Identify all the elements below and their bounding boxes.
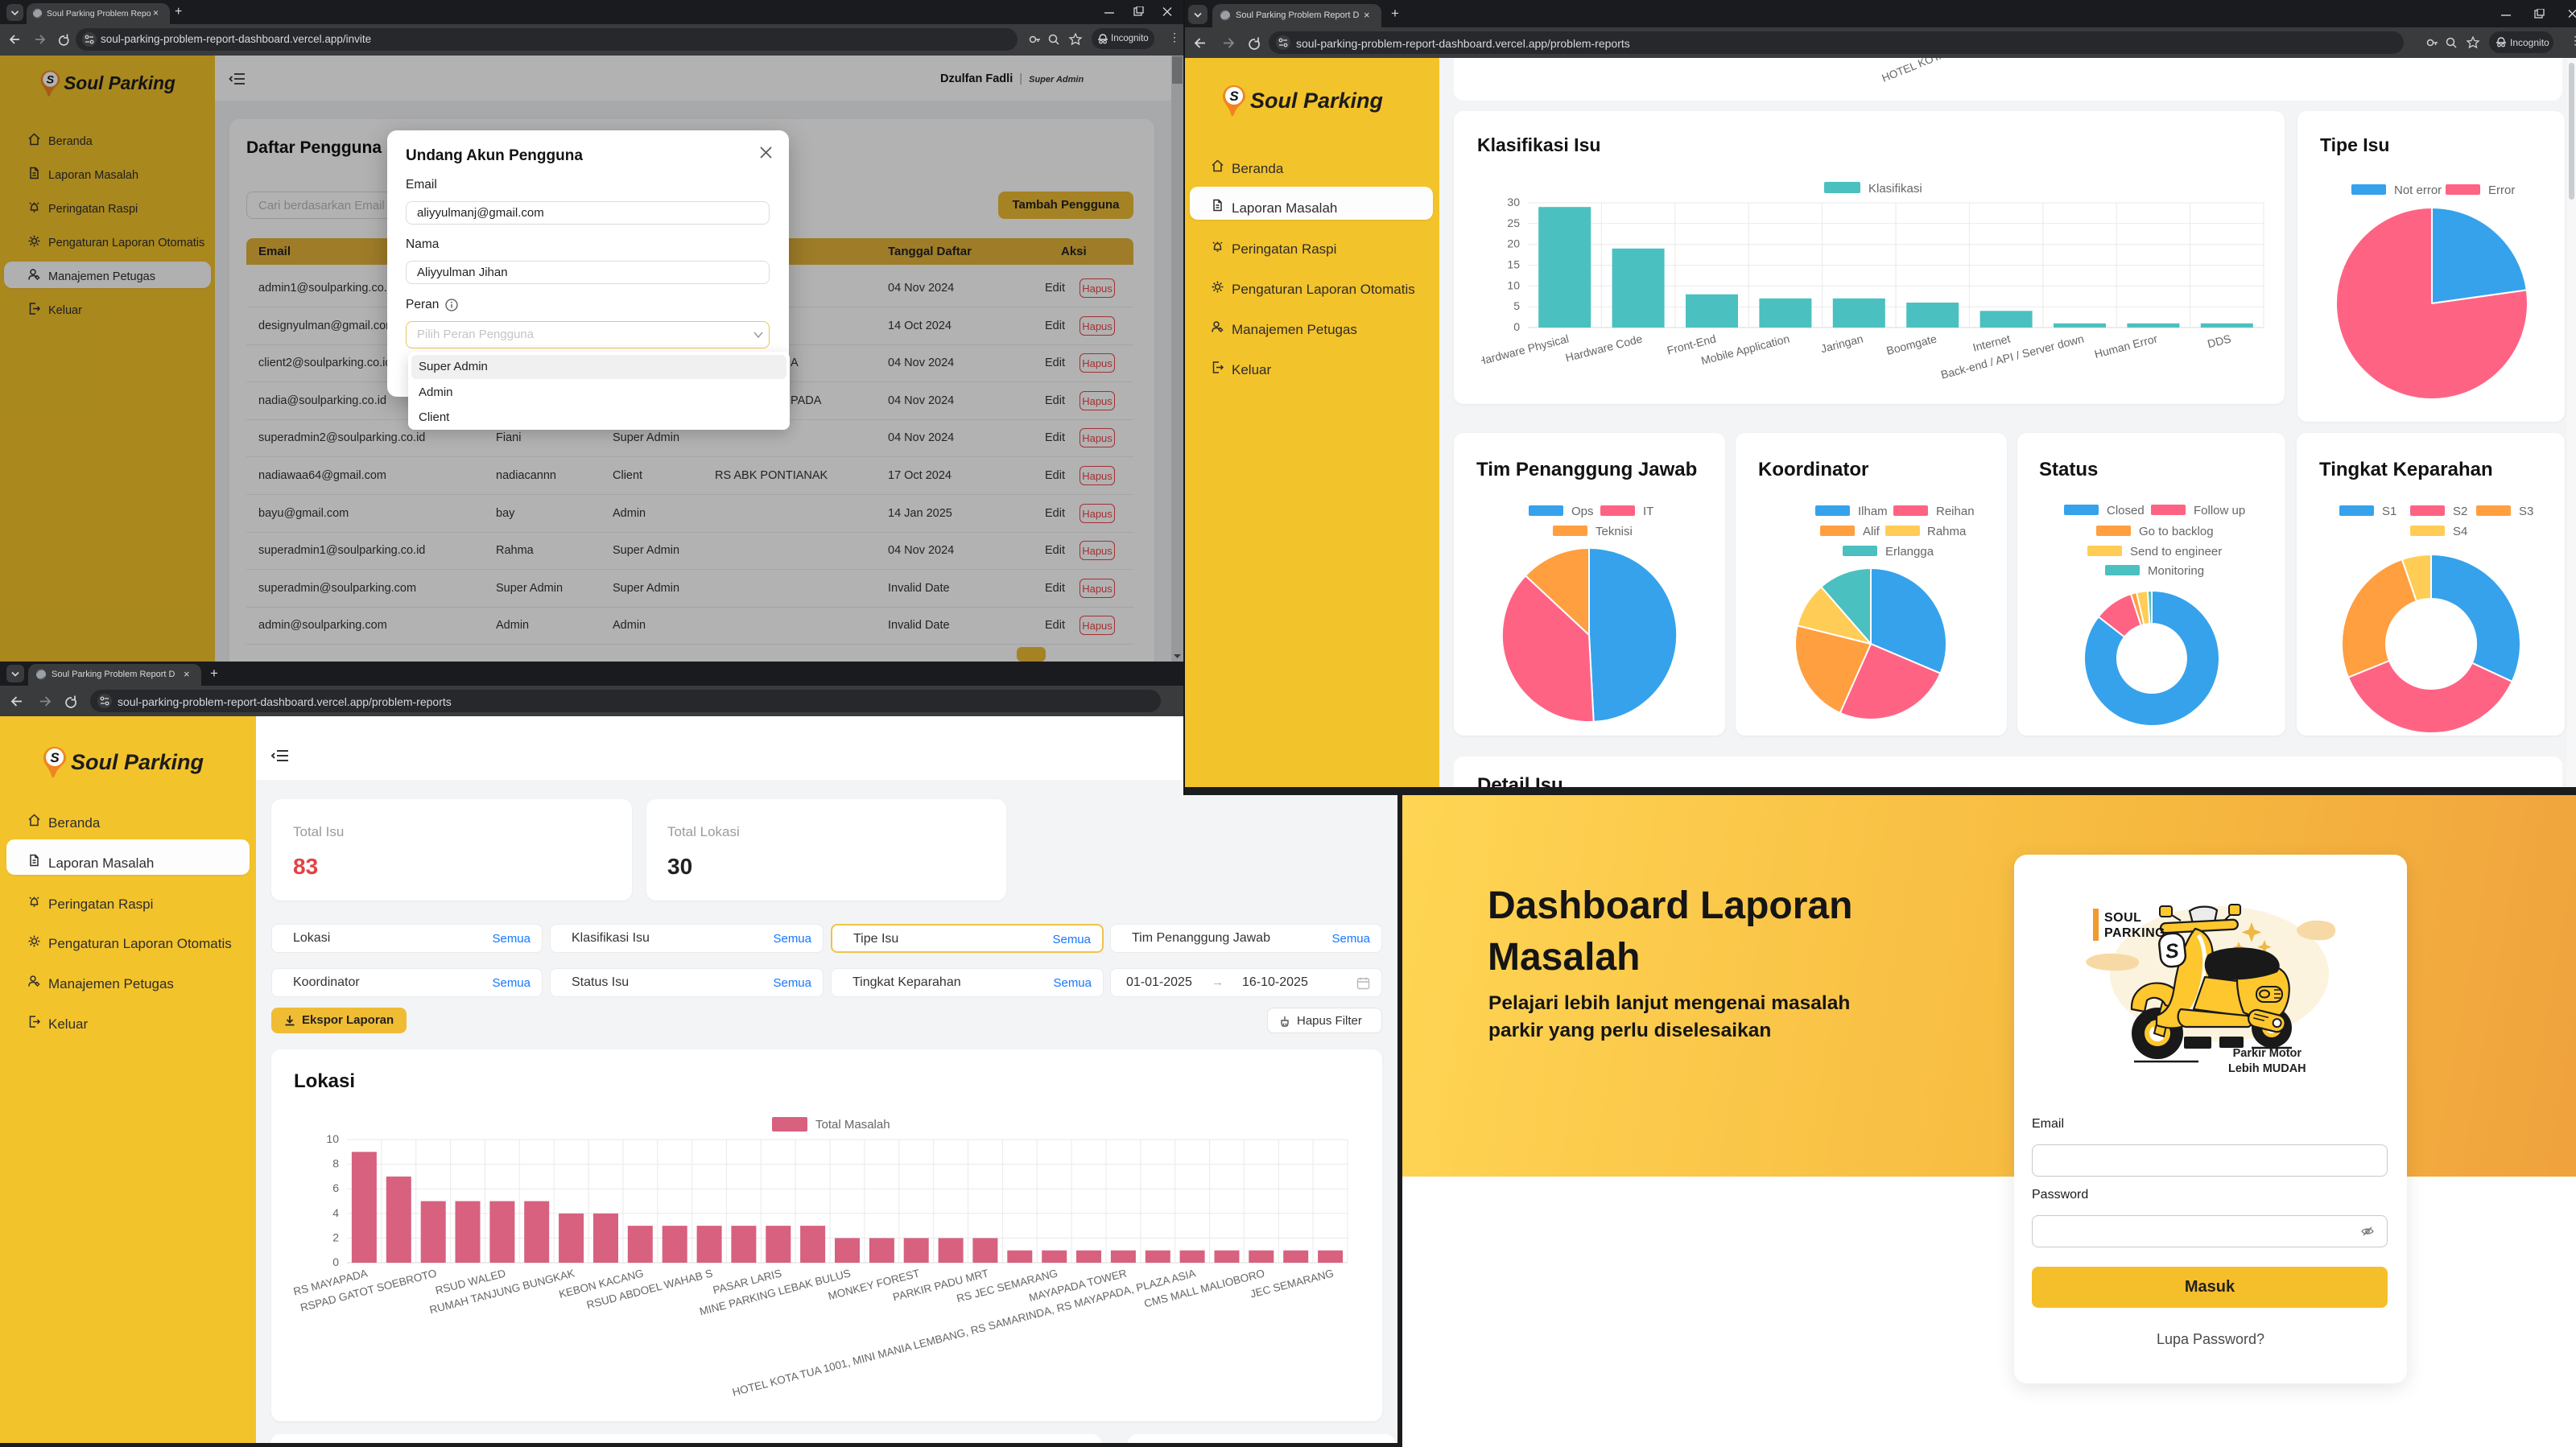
svg-text:2: 2 <box>332 1231 339 1243</box>
svg-text:DDS: DDS <box>2206 332 2232 350</box>
svg-text:Jaringan: Jaringan <box>1819 332 1864 355</box>
svg-text:S: S <box>2164 939 2180 963</box>
svg-text:Back-end / API / Server down: Back-end / API / Server down <box>1939 332 2085 381</box>
svg-text:S: S <box>47 74 55 87</box>
svg-text:10: 10 <box>1507 278 1520 291</box>
svg-text:Boomgate: Boomgate <box>1885 332 1938 357</box>
svg-text:15: 15 <box>1507 258 1520 271</box>
svg-text:S: S <box>50 750 60 765</box>
svg-text:0: 0 <box>1513 320 1520 333</box>
svg-text:20: 20 <box>1507 237 1520 250</box>
svg-text:5: 5 <box>1513 299 1520 312</box>
svg-text:Hardware Code: Hardware Code <box>1564 332 1644 364</box>
svg-text:8: 8 <box>332 1157 339 1170</box>
svg-text:0: 0 <box>332 1255 339 1268</box>
svg-text:25: 25 <box>1507 216 1520 229</box>
svg-text:6: 6 <box>332 1181 339 1194</box>
svg-text:Human Error: Human Error <box>2093 332 2159 361</box>
svg-text:10: 10 <box>326 1132 339 1145</box>
svg-text:S: S <box>1229 89 1239 104</box>
svg-text:CMS MALL MALIOBORO: CMS MALL MALIOBORO <box>1143 1267 1266 1309</box>
svg-text:Hardware Physical: Hardware Physical <box>1481 332 1570 368</box>
svg-text:4: 4 <box>332 1206 339 1219</box>
svg-text:Internet: Internet <box>1971 332 2012 353</box>
svg-text:30: 30 <box>1507 196 1520 208</box>
svg-text:HOTEL KOTA TUA 1001, MINI MANI: HOTEL KOTA TUA 1001, MINI MANIA LEMBANG,… <box>1880 58 2128 85</box>
